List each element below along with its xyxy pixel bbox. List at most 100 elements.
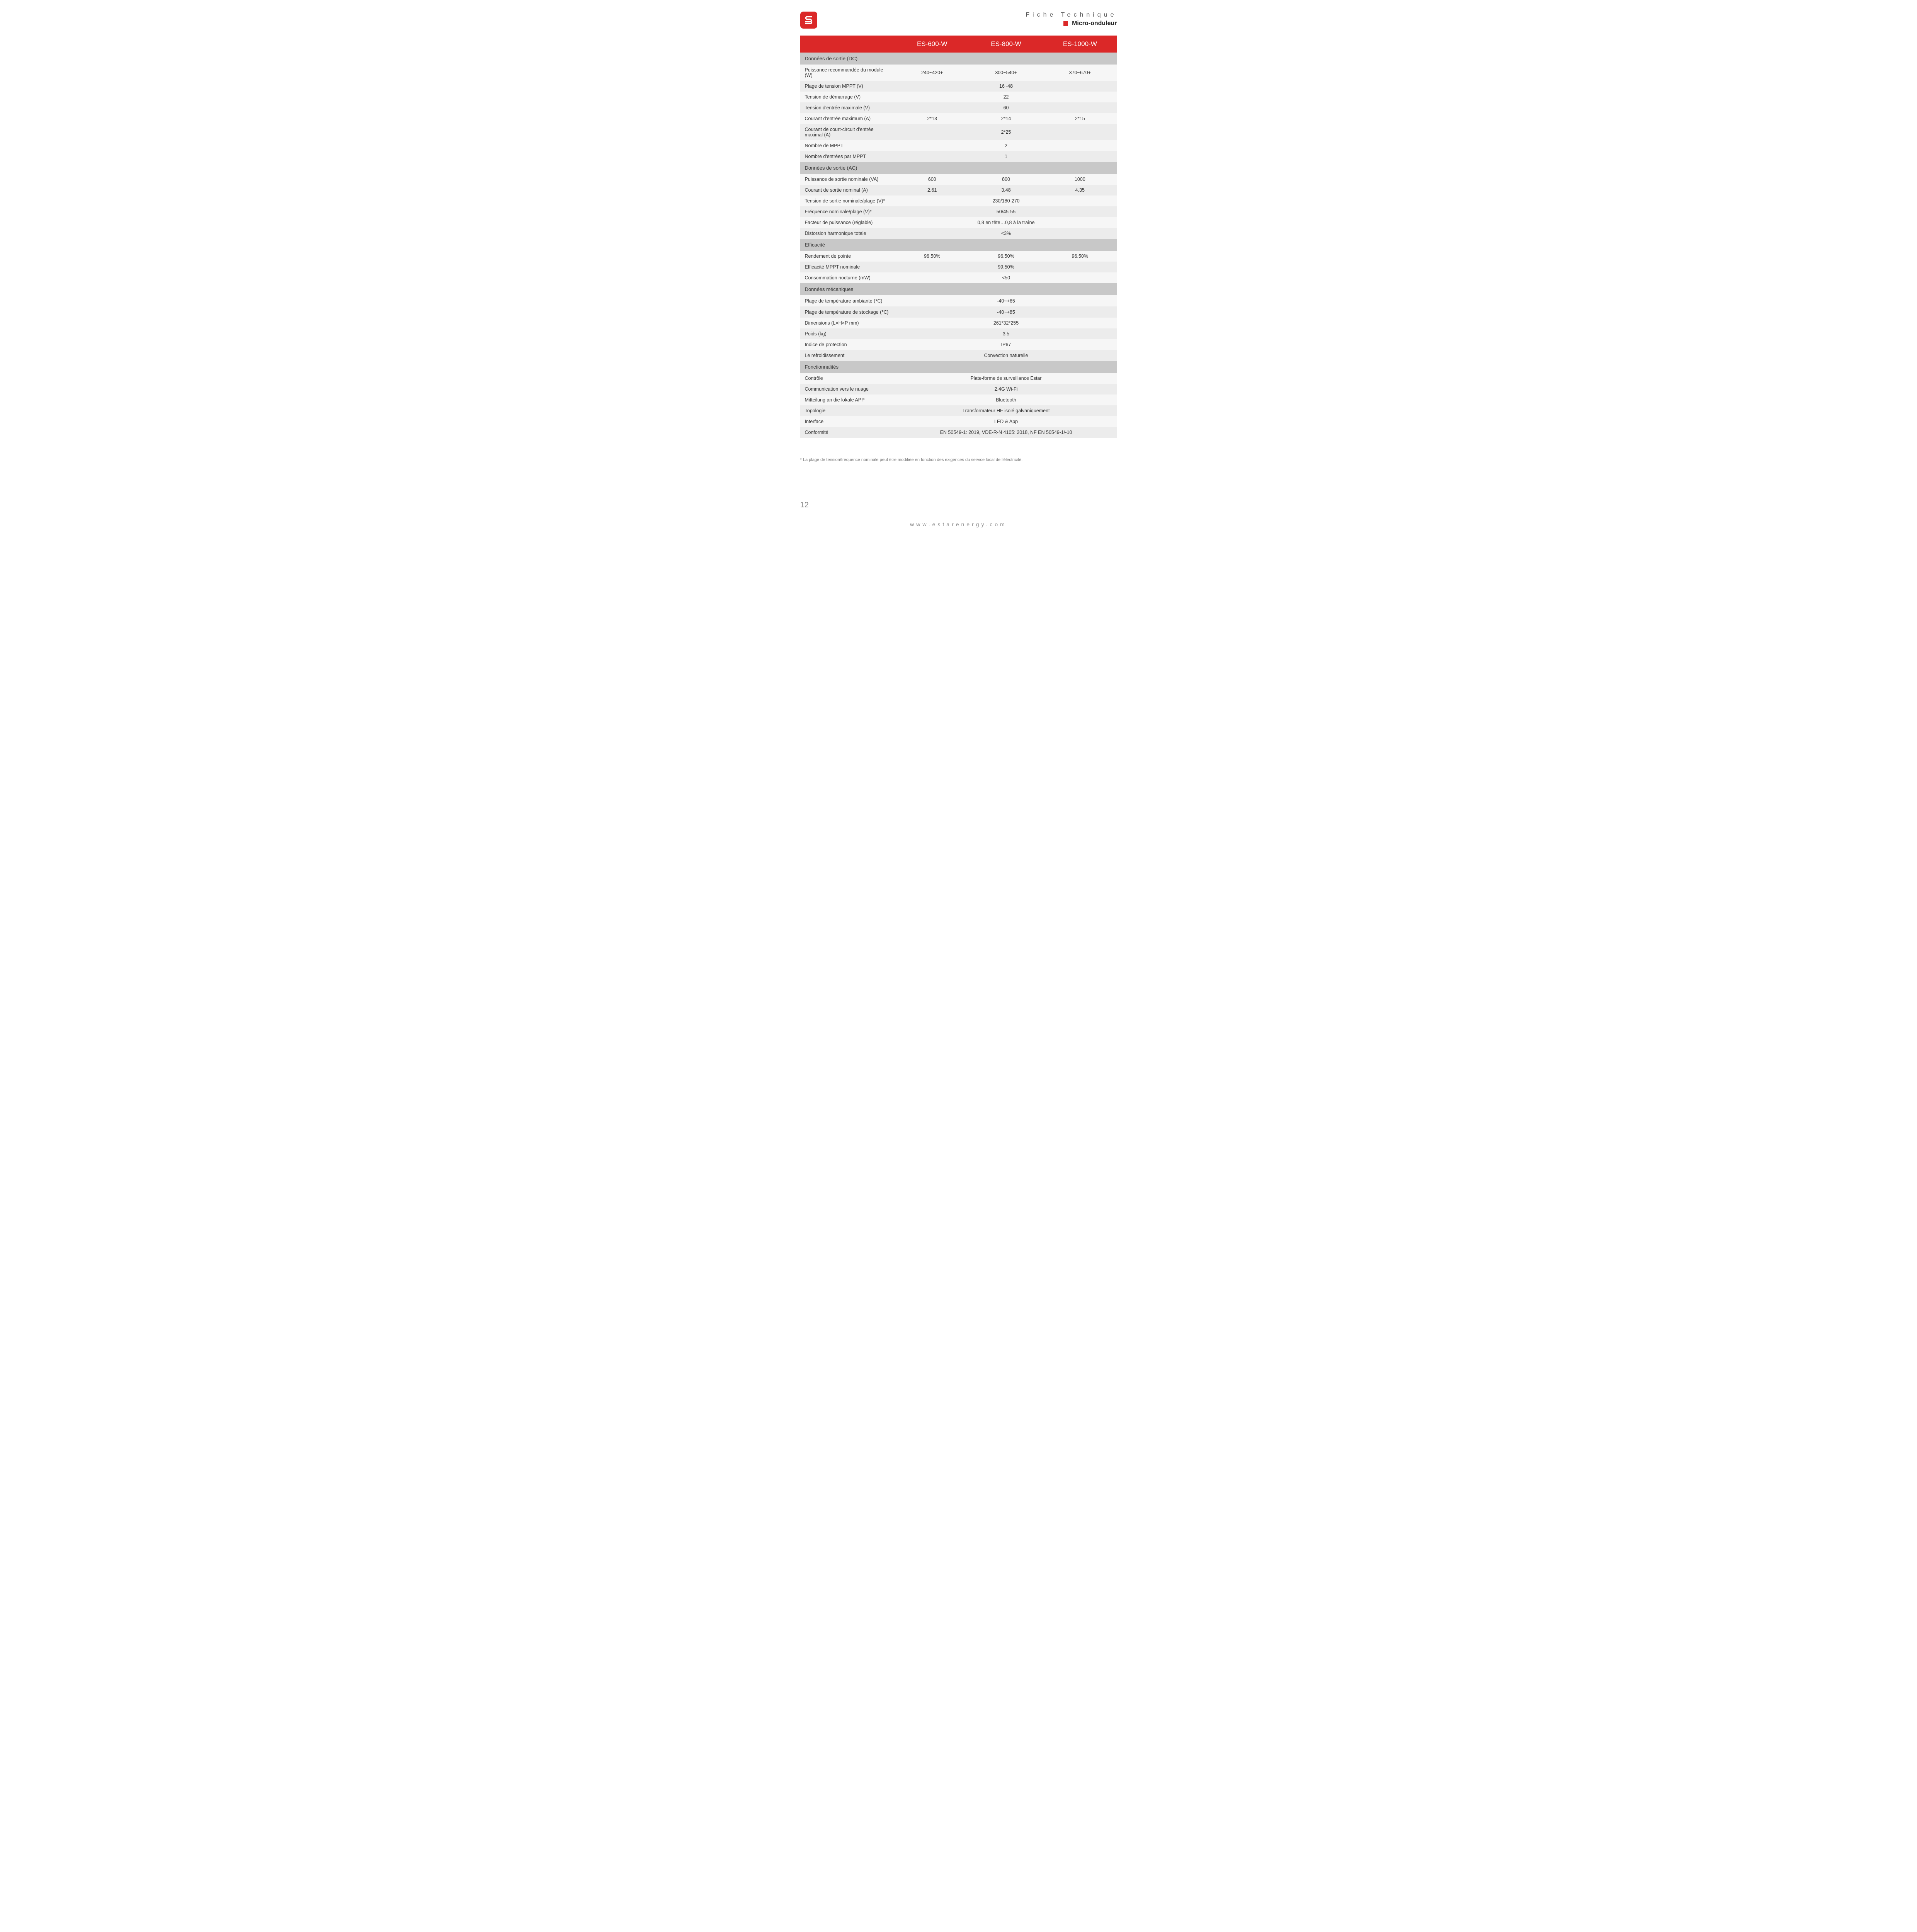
spec-label: Courant d'entrée maximum (A): [800, 113, 895, 124]
spec-value: 50/45-55: [895, 206, 1117, 217]
page-header: Fiche Technique Micro-onduleur: [800, 12, 1117, 29]
spec-row: Tension de sortie nominale/plage (V)*230…: [800, 196, 1117, 206]
spec-value: 60: [895, 102, 1117, 113]
spec-row: Distorsion harmonique totale<3%: [800, 228, 1117, 239]
spec-table: ES-600-WES-800-WES-1000-W Données de sor…: [800, 36, 1117, 438]
col-model: ES-800-W: [969, 36, 1043, 53]
spec-row: ContrôlePlate-forme de surveillance Esta…: [800, 373, 1117, 384]
spec-row: Nombre de MPPT2: [800, 140, 1117, 151]
spec-row: Fréquence nominale/plage (V)*50/45-55: [800, 206, 1117, 217]
spec-label: Plage de température de stockage (℃): [800, 306, 895, 318]
spec-label: Facteur de puissance (réglable): [800, 217, 895, 228]
logo-s-icon: [804, 15, 814, 25]
spec-label: Interface: [800, 416, 895, 427]
section-header-row: Fonctionnalités: [800, 361, 1117, 373]
section-title: Données de sortie (DC): [800, 53, 1117, 65]
spec-value: 2.4G Wi-Fi: [895, 384, 1117, 395]
spec-value: 2*15: [1043, 113, 1117, 124]
section-title: Données de sortie (AC): [800, 162, 1117, 174]
spec-value: 2: [895, 140, 1117, 151]
spec-value: 1: [895, 151, 1117, 162]
spec-label: Le refroidissement: [800, 350, 895, 361]
spec-label: Nombre d'entrées par MPPT: [800, 151, 895, 162]
spec-row: Puissance recommandée du module (W)240~4…: [800, 65, 1117, 81]
spec-label: Dimensions (L×H×P mm): [800, 318, 895, 328]
spec-label: Communication vers le nuage: [800, 384, 895, 395]
spec-label: Indice de protection: [800, 339, 895, 350]
spec-value: LED & App: [895, 416, 1117, 427]
spec-label: Courant de court-circuit d'entrée maxima…: [800, 124, 895, 140]
spec-label: Distorsion harmonique totale: [800, 228, 895, 239]
red-square-icon: [1063, 21, 1068, 26]
spec-value: Plate-forme de surveillance Estar: [895, 373, 1117, 384]
col-model: ES-600-W: [895, 36, 969, 53]
col-label: [800, 36, 895, 53]
spec-value: -40~+85: [895, 306, 1117, 318]
footer-url: www.estarenergy.com: [800, 521, 1117, 527]
spec-row: Courant de court-circuit d'entrée maxima…: [800, 124, 1117, 140]
spec-row: Dimensions (L×H×P mm)261*32*255: [800, 318, 1117, 328]
col-model: ES-1000-W: [1043, 36, 1117, 53]
spec-label: Consommation nocturne (mW): [800, 272, 895, 283]
spec-value: <3%: [895, 228, 1117, 239]
spec-value: Bluetooth: [895, 395, 1117, 405]
spec-row: Facteur de puissance (réglable)0,8 en tê…: [800, 217, 1117, 228]
section-title: Données mécaniques: [800, 283, 1117, 295]
spec-value: 99.50%: [895, 262, 1117, 272]
spec-label: Topologie: [800, 405, 895, 416]
spec-row: Courant de sortie nominal (A)2.613.484.3…: [800, 185, 1117, 196]
spec-row: Poids (kg)3.5: [800, 328, 1117, 339]
spec-value: 240~420+: [895, 65, 969, 81]
spec-label: Rendement de pointe: [800, 251, 895, 262]
spec-row: Plage de température de stockage (℃)-40~…: [800, 306, 1117, 318]
spec-value: -40~+65: [895, 295, 1117, 306]
spec-label: Fréquence nominale/plage (V)*: [800, 206, 895, 217]
spec-label: Mitteilung an die lokale APP: [800, 395, 895, 405]
spec-label: Plage de tension MPPT (V): [800, 81, 895, 92]
spec-row: Plage de température ambiante (℃)-40~+65: [800, 295, 1117, 306]
spec-value: 2*14: [969, 113, 1043, 124]
spec-value: 4.35: [1043, 185, 1117, 196]
section-header-row: Efficacité: [800, 239, 1117, 251]
spec-value: 3.48: [969, 185, 1043, 196]
brand-logo: [800, 12, 817, 29]
spec-row: ConformitéEN 50549-1: 2019, VDE-R-N 4105…: [800, 427, 1117, 438]
spec-label: Courant de sortie nominal (A): [800, 185, 895, 196]
spec-value: 300~540+: [969, 65, 1043, 81]
spec-value: 96.50%: [969, 251, 1043, 262]
spec-label: Tension de démarrage (V): [800, 92, 895, 102]
spec-value: 230/180-270: [895, 196, 1117, 206]
spec-value: 96.50%: [1043, 251, 1117, 262]
spec-label: Puissance recommandée du module (W): [800, 65, 895, 81]
section-header-row: Données de sortie (DC): [800, 53, 1117, 65]
section-header-row: Données mécaniques: [800, 283, 1117, 295]
table-header: ES-600-WES-800-WES-1000-W: [800, 36, 1117, 53]
doc-type-label: Fiche Technique: [1026, 12, 1117, 19]
product-category: Micro-onduleur: [1072, 20, 1117, 27]
spec-value: 2*25: [895, 124, 1117, 140]
spec-label: Tension de sortie nominale/plage (V)*: [800, 196, 895, 206]
header-right: Fiche Technique Micro-onduleur: [1026, 12, 1117, 27]
spec-row: Consommation nocturne (mW)<50: [800, 272, 1117, 283]
spec-value: 3.5: [895, 328, 1117, 339]
spec-value: 370~670+: [1043, 65, 1117, 81]
spec-label: Tension d'entrée maximale (V): [800, 102, 895, 113]
table-body: Données de sortie (DC)Puissance recomman…: [800, 53, 1117, 438]
section-title: Fonctionnalités: [800, 361, 1117, 373]
spec-value: 96.50%: [895, 251, 969, 262]
spec-row: Indice de protectionIP67: [800, 339, 1117, 350]
spec-row: Efficacité MPPT nominale99.50%: [800, 262, 1117, 272]
page-number: 12: [800, 501, 1117, 510]
section-header-row: Données de sortie (AC): [800, 162, 1117, 174]
spec-label: Poids (kg): [800, 328, 895, 339]
spec-row: TopologieTransformateur HF isolé galvani…: [800, 405, 1117, 416]
spec-value: <50: [895, 272, 1117, 283]
spec-row: Tension d'entrée maximale (V)60: [800, 102, 1117, 113]
spec-row: Courant d'entrée maximum (A)2*132*142*15: [800, 113, 1117, 124]
spec-row: InterfaceLED & App: [800, 416, 1117, 427]
spec-value: IP67: [895, 339, 1117, 350]
spec-label: Plage de température ambiante (℃): [800, 295, 895, 306]
spec-value: 1000: [1043, 174, 1117, 185]
spec-row: Nombre d'entrées par MPPT1: [800, 151, 1117, 162]
spec-value: Convection naturelle: [895, 350, 1117, 361]
